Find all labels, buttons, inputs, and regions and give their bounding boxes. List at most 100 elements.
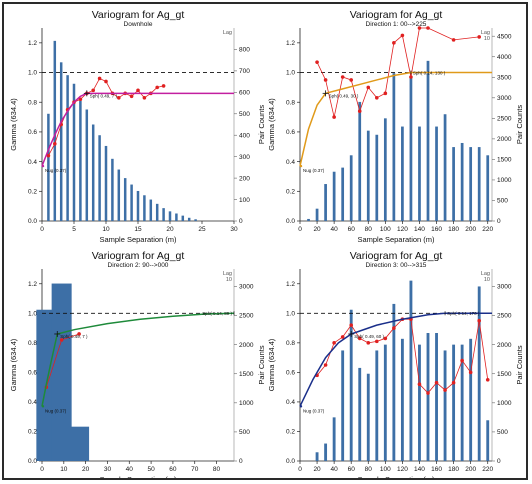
experimental-point — [417, 382, 422, 387]
pair-count-bar — [375, 134, 379, 221]
y-tick-label: 0.2 — [286, 429, 295, 436]
y-tick-label: 1.0 — [28, 311, 37, 318]
pair-count-bar — [98, 135, 101, 221]
experimental-point — [349, 323, 354, 327]
y2-tick-label: 400 — [239, 132, 250, 139]
pair-count-bar — [486, 420, 490, 461]
y2-tick-label: 200 — [239, 175, 250, 182]
x-tick-label: 70 — [191, 466, 199, 473]
y-tick-label: 1.2 — [286, 40, 295, 47]
lag-label: Lag — [481, 271, 490, 277]
structure2-label: Sph( 0.14, 130 ) — [413, 70, 446, 75]
pair-count-bar — [187, 217, 191, 221]
pair-count-bar — [486, 155, 490, 221]
chart-title: Variogram for Ag_gt — [350, 250, 443, 262]
y2-tick-label: 500 — [239, 111, 250, 118]
pair-count-bar — [418, 344, 421, 461]
experimental-point — [340, 335, 345, 339]
experimental-point — [315, 60, 319, 64]
y2-tick-label: 1500 — [497, 157, 512, 164]
x-axis-label: Sample Separation (m) — [357, 235, 435, 244]
chart-title: Variogram for Ag_gt — [92, 250, 185, 262]
experimental-point — [78, 97, 83, 102]
experimental-point — [46, 153, 51, 158]
y2-tick-label: 500 — [239, 429, 250, 436]
y2-tick-label: 3000 — [497, 284, 512, 291]
experimental-point — [323, 363, 328, 367]
pair-count-bar — [349, 309, 353, 461]
pair-count-bar — [392, 73, 396, 221]
y2-tick-label: 2000 — [497, 342, 512, 349]
y2-tick-label: 3000 — [497, 95, 512, 102]
x-tick-label: 180 — [448, 226, 459, 233]
variogram-figure: Variogram for Ag_gtDownhole0.00.20.40.60… — [9, 9, 524, 478]
experimental-point — [477, 35, 482, 39]
x-tick-label: 60 — [348, 226, 356, 233]
structure-label: Sph( 0.49, 30 ) — [329, 93, 359, 98]
experimental-point — [91, 88, 95, 93]
y2-tick-label: 500 — [497, 429, 508, 436]
experimental-point — [53, 142, 57, 146]
pair-count-bar — [418, 126, 421, 221]
y-tick-label: 0.0 — [286, 458, 295, 465]
x-tick-label: 40 — [126, 466, 134, 473]
pair-count-bar — [392, 303, 396, 461]
y2-tick-label: 0 — [239, 218, 243, 225]
pair-count-bar — [469, 147, 473, 221]
structure2-label: Sph( 0.14, 170 ) — [447, 311, 480, 316]
pair-count-bar — [130, 184, 133, 221]
nugget-label: Nug (0.37) — [45, 408, 67, 413]
x-tick-label: 30 — [230, 226, 238, 233]
experimental-point — [117, 95, 121, 100]
experimental-point — [392, 326, 396, 330]
x-tick-label: 80 — [213, 466, 221, 473]
lag-label: 10 — [484, 277, 490, 283]
experimental-point — [155, 85, 159, 90]
x-tick-label: 0 — [298, 226, 302, 233]
x-axis-label: Sample Separation (m) — [357, 475, 435, 478]
experimental-point — [332, 115, 336, 119]
pair-count-bar — [315, 208, 319, 221]
pair-count-bar — [111, 158, 114, 221]
y-tick-label: 0.2 — [28, 189, 37, 196]
pair-count-bar — [315, 452, 319, 461]
nugget-point — [299, 164, 303, 168]
structure2-label: Sph( 0.14, 89 ) — [202, 311, 232, 316]
nugget-label: Nug (0.37) — [303, 408, 325, 413]
y-axis-label: Gamma (634.4) — [267, 338, 276, 391]
pair-count-bar — [443, 350, 447, 461]
nugget-label: Nug (0.37) — [45, 168, 67, 173]
pair-count-bar — [91, 124, 95, 221]
y2-tick-label: 1000 — [239, 400, 254, 407]
x-tick-label: 15 — [134, 226, 142, 233]
y2-tick-label: 1000 — [497, 177, 512, 184]
chart-subtitle: Direction 2: 90-->000 — [108, 262, 169, 269]
pair-count-bar — [324, 184, 327, 221]
pair-count-bar — [366, 373, 370, 461]
pair-count-bar — [117, 169, 121, 221]
y-tick-label: 0.6 — [286, 370, 295, 377]
nugget-point — [299, 405, 303, 408]
experimental-point — [97, 76, 102, 81]
pair-count-bar — [460, 344, 464, 461]
pair-count-bar — [477, 147, 481, 221]
y2-tick-label: 300 — [239, 154, 250, 161]
y2-tick-label: 500 — [497, 198, 508, 205]
pair-count-bar — [194, 219, 197, 221]
y-tick-label: 0.2 — [28, 429, 37, 436]
pair-count-bar — [400, 338, 404, 461]
x-tick-label: 60 — [169, 466, 177, 473]
y-tick-label: 1.0 — [286, 70, 295, 77]
pair-count-bar — [85, 109, 89, 221]
y-tick-label: 1.2 — [28, 40, 37, 47]
experimental-point — [77, 332, 81, 336]
y-tick-label: 0.0 — [28, 218, 37, 225]
experimental-point — [468, 370, 473, 375]
pair-count-bar — [383, 118, 387, 221]
y2-tick-label: 2000 — [239, 342, 254, 349]
y-tick-label: 0.4 — [28, 399, 37, 406]
x-tick-label: 60 — [348, 466, 356, 473]
y-tick-label: 0.6 — [286, 129, 295, 136]
figure-frame: Variogram for Ag_gt Downhole 0.0 0.2 0.4 0.6 0… — [2, 2, 528, 480]
